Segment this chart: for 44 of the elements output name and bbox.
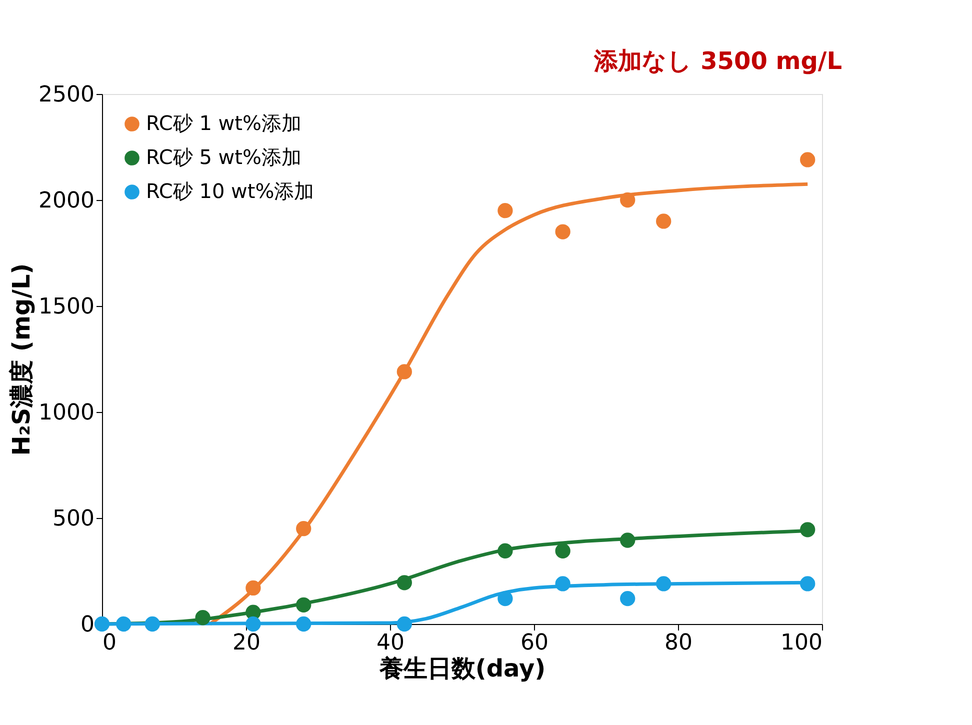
y-tick-label: 500: [52, 506, 94, 532]
point: [144, 616, 160, 632]
point: [656, 214, 672, 229]
text: 添加なし 3500 mg/L: [593, 47, 842, 75]
y-tick-label: 1500: [38, 294, 94, 320]
point: [498, 590, 513, 606]
point: [296, 521, 312, 536]
x-tick-label: 60: [520, 630, 548, 656]
legend-label: RC砂 5 wt%添加: [146, 145, 302, 169]
legend-label: RC砂 10 wt%添加: [146, 179, 314, 203]
y-tick-label: 2000: [38, 188, 94, 214]
point: [498, 543, 513, 558]
point: [555, 224, 570, 240]
legend-label: RC砂 1 wt%添加: [146, 111, 302, 135]
point: [396, 364, 412, 380]
point: [555, 576, 570, 592]
point: [620, 532, 636, 548]
x-tick-label: 20: [232, 630, 260, 656]
point: [195, 610, 210, 626]
point: [800, 522, 816, 538]
x-tick-label: 40: [376, 630, 404, 656]
point: [800, 152, 816, 168]
point: [94, 616, 110, 632]
y-tick-label: 1000: [38, 400, 94, 426]
point: [656, 576, 672, 592]
x-tick-label: 80: [664, 630, 692, 656]
y-tick-label: 0: [80, 612, 94, 638]
point: [620, 590, 636, 606]
point: [800, 576, 816, 592]
x-axis-title: 養生日数(day): [378, 654, 546, 682]
point: [296, 616, 312, 632]
point: [396, 616, 412, 632]
point: [620, 192, 636, 208]
point: [116, 616, 132, 632]
point: [296, 597, 312, 612]
point: [246, 580, 261, 596]
x-tick-label: 100: [780, 630, 822, 656]
point: [246, 616, 261, 632]
point: [396, 575, 412, 590]
point: [555, 543, 570, 558]
y-tick-label: 2500: [38, 82, 94, 108]
x-tick-label: 0: [102, 630, 116, 656]
point: [498, 203, 513, 218]
y-axis-title: H₂S濃度 (mg/L): [8, 263, 36, 456]
